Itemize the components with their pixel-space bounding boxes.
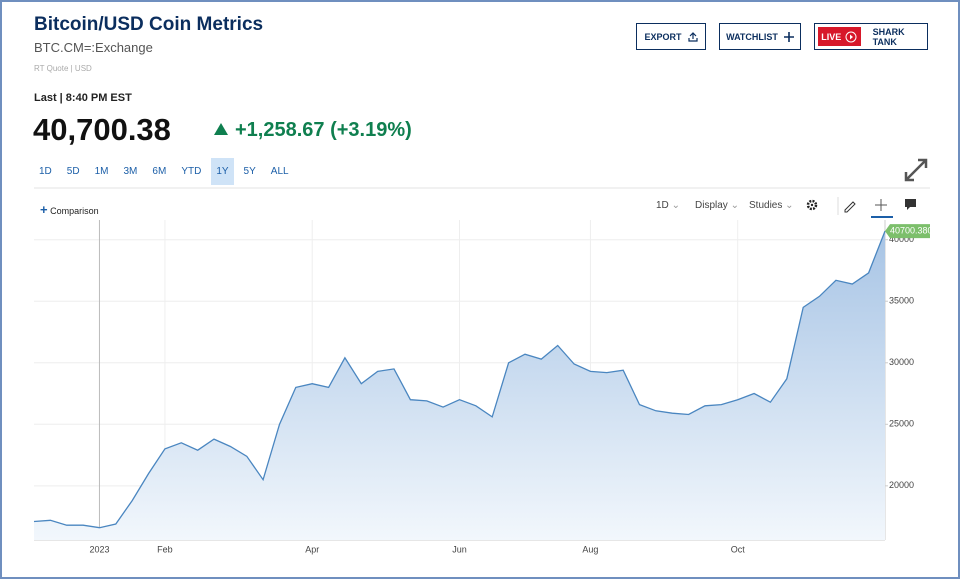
title: Bitcoin/USD Coin Metrics [34,14,264,35]
change-pct: (+3.19%) [330,119,412,141]
studies-label: Studies [749,200,783,211]
change: +1,258.67 (+3.19%) [235,119,412,142]
chart-tools [806,197,916,218]
display-menu[interactable]: Display ⌄ [695,200,739,211]
range-button[interactable]: 5Y [243,166,256,177]
export-label: EXPORT [644,31,682,42]
y-tick-label: 35000 [889,296,914,306]
interval-menu[interactable]: 1D ⌄ [656,200,680,211]
y-tick-label: 40000 [889,234,914,244]
last-value-badge [885,224,930,239]
change-value: +1,258.67 [235,119,325,141]
studies-menu[interactable]: Studies ⌄ [749,200,794,211]
x-tick-label: Oct [731,544,746,554]
last-value-label: 40700.380 [890,225,933,235]
live-show: SHARK TANK [872,26,905,47]
comparison-button[interactable]: + Comparison [40,202,99,217]
y-tick-label: 20000 [889,480,914,490]
price: 40,700.38 [33,112,171,147]
watchlist-label: WATCHLIST [726,31,778,42]
up-arrow [214,123,228,135]
plus-icon: + [40,202,48,217]
caret: ⌄ [785,200,794,211]
live-label: LIVE [821,31,842,42]
price-line [33,230,886,529]
interval-label: 1D [656,200,669,211]
crosshair-icon[interactable] [871,199,893,218]
export-button[interactable]: EXPORT [636,23,706,50]
range-button[interactable]: YTD [181,166,202,177]
y-tick-label: 30000 [889,357,914,367]
quote-info: RT Quote | USD [34,64,92,73]
range-button[interactable]: 3M [123,166,138,177]
last-time: Last | 8:40 PM EST [34,92,132,104]
range-button[interactable]: 6M [152,166,167,177]
symbol: BTC.CM=:Exchange [34,40,153,55]
watchlist-button[interactable]: WATCHLIST [719,23,801,50]
draw-icon[interactable] [844,201,856,213]
x-tick-label: Jun [452,544,467,554]
live-button[interactable]: LIVE SHARK TANK [814,23,928,50]
expand-icon[interactable] [904,158,928,182]
comment-icon[interactable] [905,199,916,210]
x-tick-label: Aug [582,544,598,554]
display-label: Display [695,200,728,211]
range-button[interactable]: 1Y [211,158,234,185]
caret: ⌄ [671,200,680,211]
range-button[interactable]: 1M [94,166,109,177]
plus-icon [783,31,794,42]
x-tick-label: Feb [157,544,173,554]
y-tick-label: 25000 [889,419,914,429]
range-button[interactable]: ALL [270,166,289,177]
range-button[interactable]: 1D [39,166,52,177]
area-fill [34,231,885,540]
range-button[interactable]: 5D [66,166,80,177]
live-badge: LIVE [818,27,861,46]
comparison-label: Comparison [50,206,99,216]
export-icon [687,31,698,42]
caret: ⌄ [730,200,739,211]
settings-icon[interactable] [806,199,818,211]
x-tick-label: 2023 [89,544,109,554]
x-tick-label: Apr [305,544,319,554]
play-icon [845,31,857,42]
